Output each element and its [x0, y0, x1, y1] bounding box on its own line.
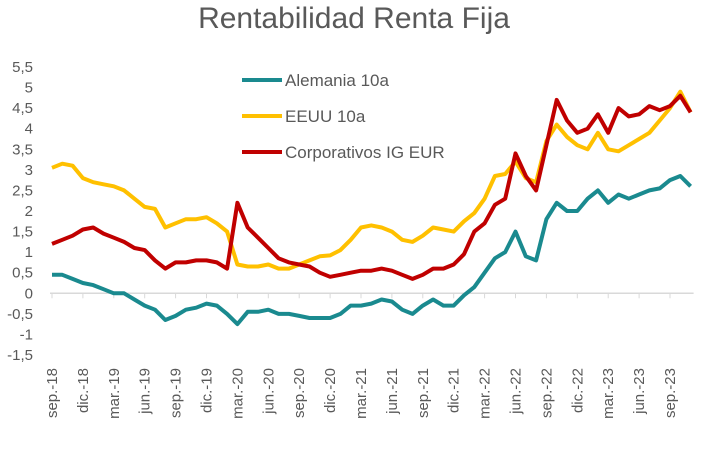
legend-label: Corporativos IG EUR: [285, 143, 445, 162]
y-tick-label: 5: [25, 80, 33, 97]
legend-item: EEUU 10a: [242, 107, 366, 126]
x-tick-label: sep.-18: [44, 368, 61, 418]
y-tick-label: 2,5: [12, 182, 33, 199]
x-tick-label: sep.-20: [291, 368, 308, 418]
legend-item: Alemania 10a: [242, 71, 390, 90]
y-tick-label: 3,5: [12, 141, 33, 158]
y-tick-label: 1: [25, 244, 33, 261]
y-tick-label: -1: [20, 326, 33, 343]
y-tick-label: 3: [25, 162, 33, 179]
x-tick-label: sep.-23: [662, 368, 679, 418]
series-lines: [51, 89, 693, 327]
y-tick-label: 4: [25, 121, 33, 138]
y-tick-label: 1,5: [12, 224, 33, 241]
y-tick-label: 0: [25, 285, 33, 302]
x-tick-label: dic.-19: [199, 368, 216, 413]
x-tick-label: jun.-21: [384, 368, 401, 415]
x-tick-label: mar.-22: [477, 368, 494, 419]
x-tick-label: jun.-23: [631, 368, 648, 415]
series-line-corporativos-ig-eur: [51, 93, 693, 281]
legend-label: Alemania 10a: [285, 71, 390, 90]
x-tick-label: sep.-21: [415, 368, 432, 418]
y-tick-label: 2: [25, 203, 33, 220]
legend-item: Corporativos IG EUR: [242, 143, 445, 162]
legend: Alemania 10a EEUU 10a Corporativos IG EUR: [242, 71, 445, 162]
x-tick-label: mar.-19: [106, 368, 123, 419]
x-tick-label: mar.-21: [353, 368, 370, 419]
y-tick-label: 0,5: [12, 265, 33, 282]
y-tick-label: 5,5: [12, 59, 33, 76]
x-tick-label: dic.-20: [322, 368, 339, 413]
x-tick-label: sep.-22: [538, 368, 555, 418]
y-tick-label: -1,5: [7, 347, 33, 364]
legend-label: EEUU 10a: [285, 107, 366, 126]
x-tick-label: jun.-22: [508, 368, 525, 415]
x-tick-label: mar.-20: [229, 368, 246, 419]
x-tick-label: jun.-19: [137, 368, 154, 415]
x-tick-labels: sep.-18 dic.-18 mar.-19 jun.-19 sep.-19 dic.-…: [44, 368, 679, 419]
x-axis: [50, 292, 694, 299]
x-tick-label: dic.-22: [569, 368, 586, 413]
y-tick-label: -0,5: [7, 306, 33, 323]
x-tick-label: dic.-21: [446, 368, 463, 413]
x-tick-label: jun.-20: [260, 368, 277, 415]
x-tick-label: dic.-18: [75, 368, 92, 413]
series-line-alemania-10a: [52, 174, 693, 327]
x-tick-label: sep.-19: [168, 368, 185, 418]
y-axis: 5,5 5 4,5 4 3,5 3 2,5 2 1,5 1 0,5 0 -0,5 -1 -1,5: [7, 59, 33, 364]
x-tick-label: mar.-23: [600, 368, 617, 419]
series-line-eeuu-10a: [51, 89, 693, 271]
chart-title: Rentabilidad Renta Fija: [198, 2, 510, 35]
y-tick-label: 4,5: [12, 100, 33, 117]
